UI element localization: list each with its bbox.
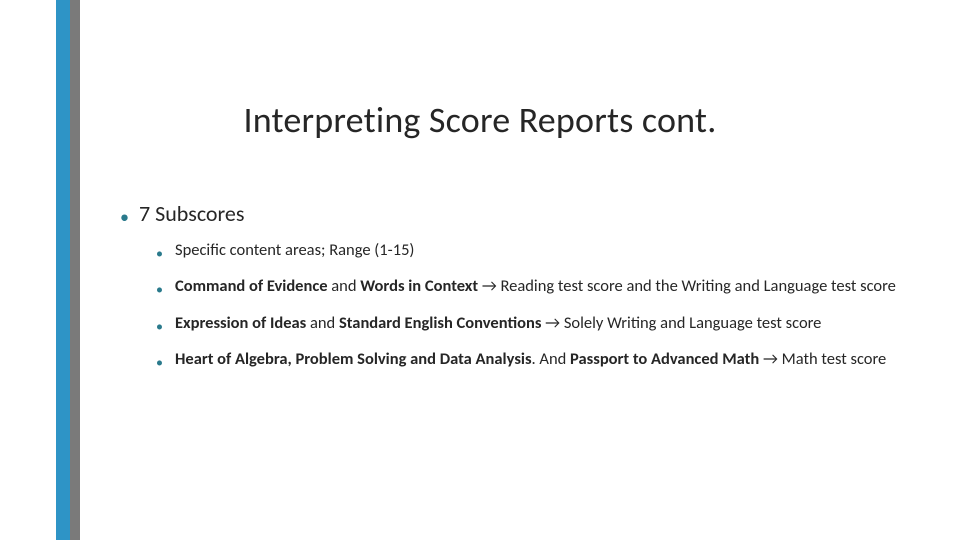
bullet-main: • 7 Subscores (120, 200, 900, 227)
sub-bullet-4-text: Heart of Algebra, Problem Solving and Da… (175, 348, 886, 370)
accent-stripe-blue (56, 0, 70, 540)
accent-stripe (56, 0, 80, 540)
content-area: • 7 Subscores • Specific content areas; … (120, 200, 900, 384)
bullet-dot-icon: • (156, 356, 163, 370)
sub-bullet-3-text: Expression of Ideas and Standard English… (175, 312, 821, 334)
bullet-dot-icon: • (156, 320, 163, 334)
sub-bullet-1: • Specific content areas; Range (1-15) (156, 239, 900, 261)
bullet-main-text: 7 Subscores (139, 200, 245, 227)
sub-bullet-2: • Command of Evidence and Words in Conte… (156, 275, 900, 297)
accent-stripe-gray (70, 0, 80, 540)
bullet-dot-icon: • (120, 208, 129, 226)
bullet-dot-icon: • (156, 283, 163, 297)
sub-bullet-1-text: Specific content areas; Range (1-15) (175, 239, 414, 261)
bullet-dot-icon: • (156, 247, 163, 261)
sub-bullet-3: • Expression of Ideas and Standard Engli… (156, 312, 900, 334)
slide-title: Interpreting Score Reports cont. (0, 98, 960, 142)
sub-bullet-2-text: Command of Evidence and Words in Context… (175, 275, 896, 297)
sub-bullet-4: • Heart of Algebra, Problem Solving and … (156, 348, 900, 370)
